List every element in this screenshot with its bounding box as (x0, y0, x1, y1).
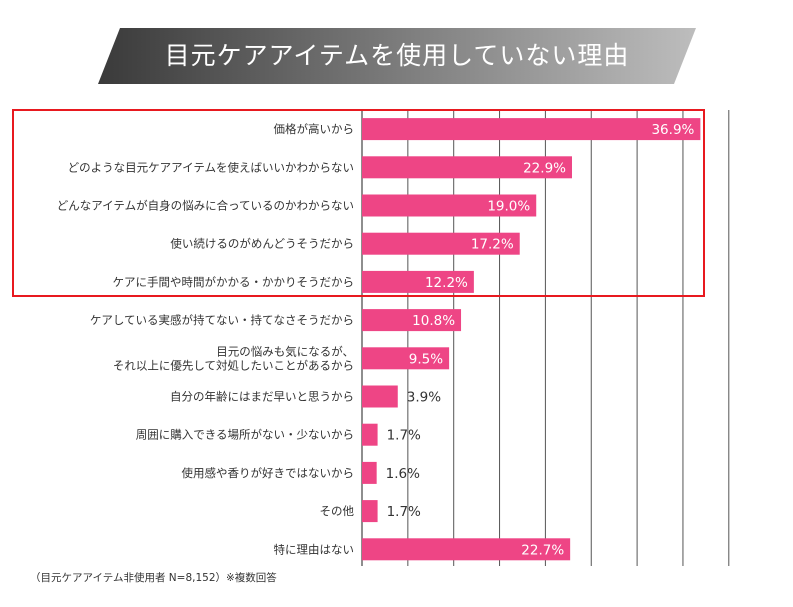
category-label: ケアに手間や時間がかかる・かかりそうだから (113, 275, 355, 289)
category-label: 価格が高いから (274, 122, 355, 136)
category-label: どんなアイテムが自身の悩みに合っているのかわからない (57, 199, 354, 213)
value-label: 19.0% (487, 199, 530, 215)
bar (362, 309, 462, 332)
bar (362, 538, 571, 561)
category-label: どのような目元ケアアイテムを使えばいいかわからない (68, 160, 354, 174)
value-label: 12.2% (425, 275, 468, 291)
bar (362, 385, 398, 408)
highlight-box (12, 109, 705, 297)
bar (362, 118, 701, 141)
bar (362, 156, 572, 179)
value-label: 1.6% (386, 466, 420, 482)
bar (362, 232, 520, 255)
value-label: 10.8% (412, 313, 455, 329)
category-label: 使い続けるのがめんどうそうだから (170, 237, 354, 251)
bar (362, 194, 537, 217)
category-label: 使用感や香りが好きではないから (182, 466, 355, 480)
bar (362, 461, 377, 484)
bar (362, 270, 474, 293)
value-label: 36.9% (651, 122, 694, 138)
footnote: （目元ケアアイテム非使用者 N=8,152）※複数回答 (30, 572, 277, 584)
title-banner: 目元ケアアイテムを使用していない理由 (98, 28, 696, 84)
title-banner-shape (98, 28, 696, 84)
chart-title: 目元ケアアイテムを使用していない理由 (164, 41, 630, 70)
category-label: 特に理由はない (274, 542, 355, 556)
category-label: ケアしている実感が持てない・持てなさそうだから (90, 313, 354, 327)
category-label: 周囲に購入できる場所がない・少ないから (136, 428, 354, 442)
value-label: 22.9% (523, 160, 566, 176)
category-label: それ以上に優先して対処したいことがあるから (113, 358, 354, 372)
value-label: 9.5% (409, 351, 443, 367)
value-label: 3.9% (407, 390, 441, 406)
category-label: その他 (320, 504, 355, 518)
value-label: 17.2% (471, 237, 514, 253)
category-label: 自分の年齢にはまだ早いと思うから (170, 390, 354, 404)
bar (362, 423, 378, 446)
bar (362, 500, 378, 523)
value-label: 22.7% (521, 542, 564, 558)
category-label: 目元の悩みも気になるが、 (216, 344, 354, 358)
bar (362, 347, 450, 370)
value-label: 1.7% (387, 428, 421, 444)
value-label: 1.7% (387, 504, 421, 520)
